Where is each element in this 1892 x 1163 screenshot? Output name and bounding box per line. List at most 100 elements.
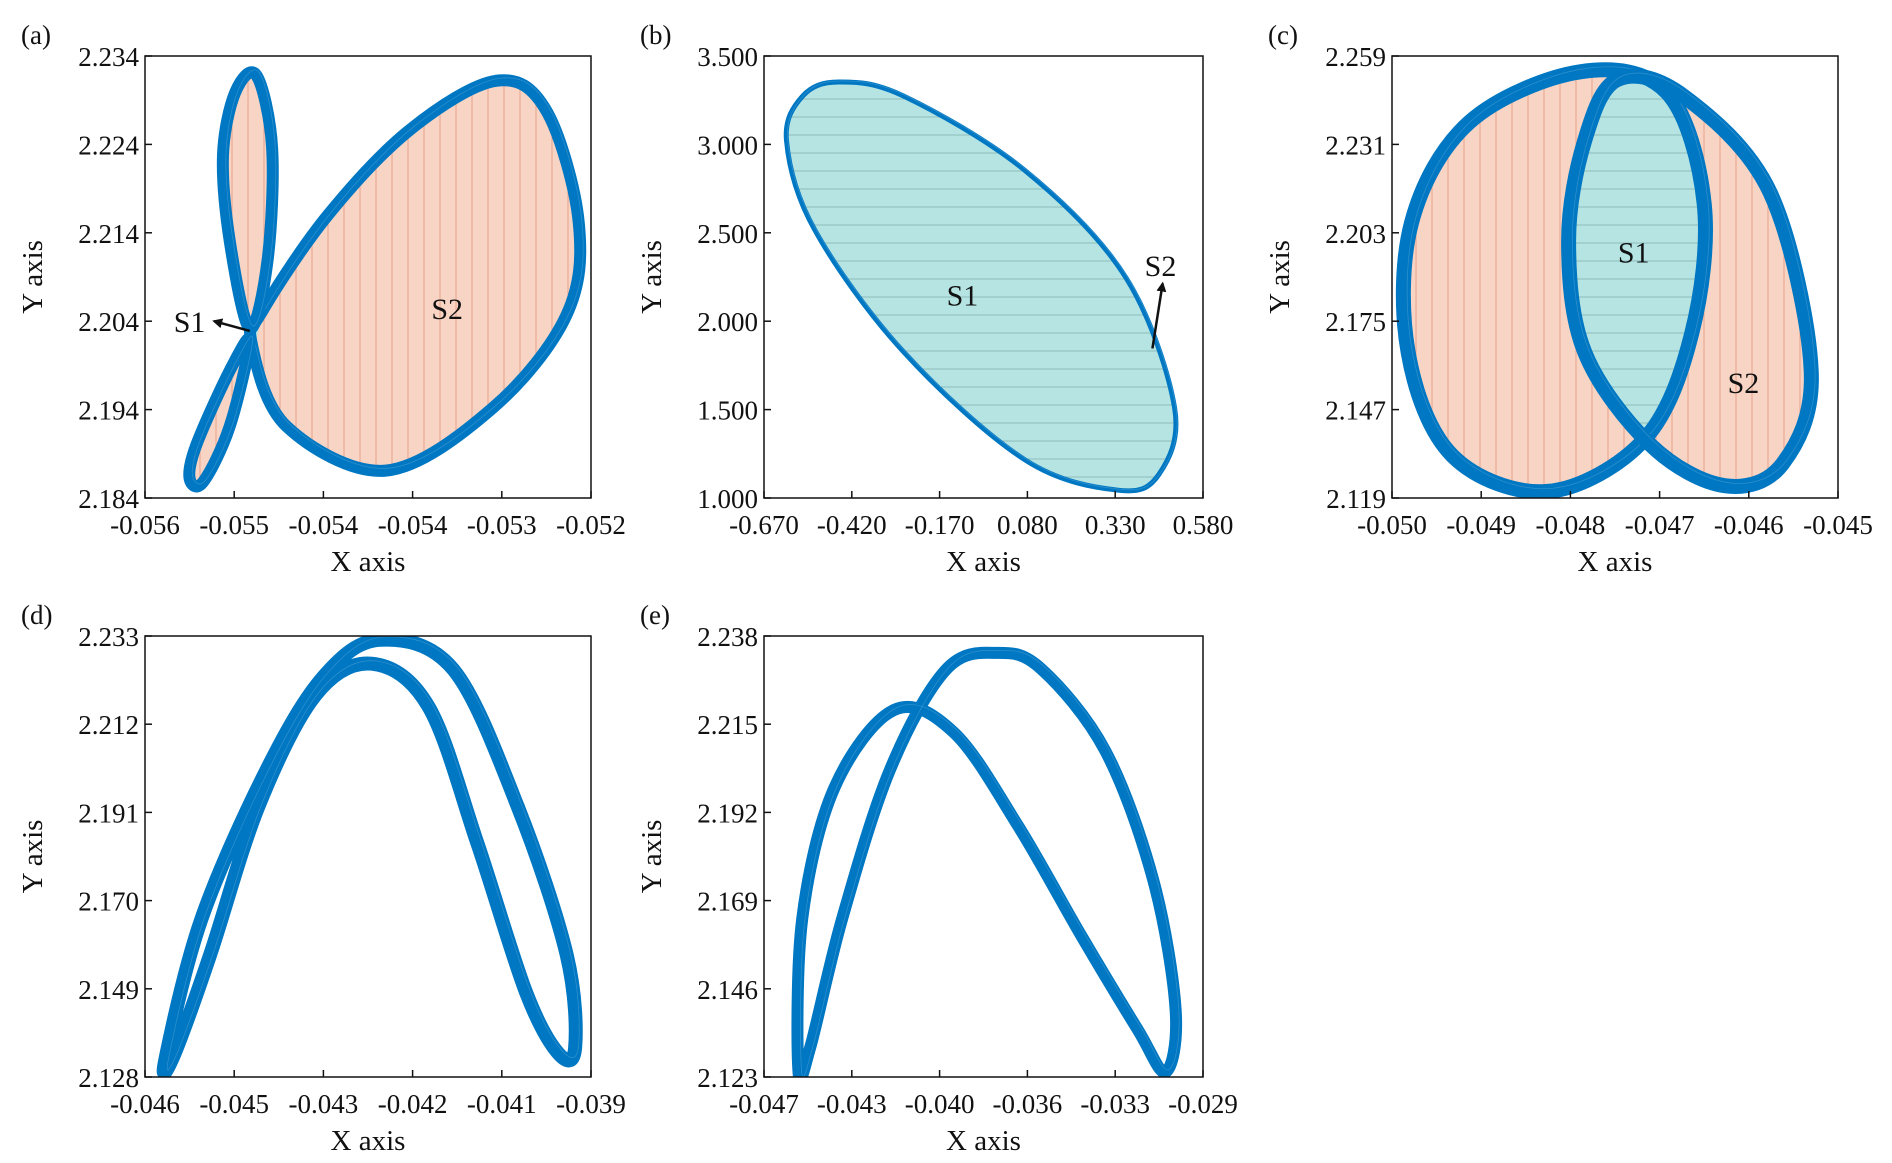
trajectory-curve bbox=[791, 646, 1183, 1077]
x-tick-label: -0.033 bbox=[1080, 1089, 1150, 1119]
y-tick-label: 2.500 bbox=[697, 219, 758, 249]
x-tick-label: 0.580 bbox=[1173, 510, 1234, 540]
annotation-label: S1 bbox=[947, 280, 979, 313]
y-axis-title: Y axis bbox=[17, 240, 49, 314]
annotation-label: S1 bbox=[174, 306, 206, 339]
y-tick-label: 2.215 bbox=[697, 710, 758, 740]
region-fill-s1 bbox=[1568, 76, 1706, 487]
annotation-label: S2 bbox=[1728, 367, 1760, 400]
x-axis-title: X axis bbox=[946, 546, 1021, 578]
y-axis-title: Y axis bbox=[636, 820, 668, 894]
y-tick-label: 2.214 bbox=[78, 219, 139, 249]
chart-panel-c: -0.050 -0.049 -0.048 -0.047 -0.046 -0.045 2.11… bbox=[1264, 20, 1873, 578]
y-tick-label: 2.149 bbox=[78, 975, 139, 1005]
region-fill-s2 bbox=[250, 80, 581, 471]
panel-label: (b) bbox=[640, 20, 671, 50]
trajectory-curve-detail bbox=[800, 649, 1180, 1077]
trajectory-curve-detail bbox=[787, 80, 1178, 491]
y-tick-label: 2.259 bbox=[1325, 42, 1386, 72]
axes-frame bbox=[144, 55, 592, 499]
region-fill-s1 bbox=[786, 81, 1176, 491]
region-fill-s2 bbox=[189, 338, 250, 487]
panel-label: (e) bbox=[640, 600, 670, 630]
x-tick-label: -0.046 bbox=[1714, 510, 1784, 540]
x-tick-label: -0.046 bbox=[110, 1089, 180, 1119]
trajectory-curve bbox=[183, 332, 256, 493]
y-axis-title: Y axis bbox=[636, 240, 668, 314]
plot-area bbox=[183, 66, 587, 493]
axes-frame bbox=[763, 635, 1204, 1078]
x-tick-label: -0.029 bbox=[1168, 1089, 1238, 1119]
annotation-label: S2 bbox=[431, 293, 463, 326]
annotation-label: S1 bbox=[1618, 237, 1650, 270]
x-axis-title: X axis bbox=[946, 1125, 1021, 1157]
y-tick-label: 2.119 bbox=[1326, 484, 1386, 514]
y-tick-label: 2.233 bbox=[78, 622, 139, 652]
y-axis-title: Y axis bbox=[17, 820, 49, 894]
x-tick-label: -0.054 bbox=[289, 510, 359, 540]
y-tick-label: 2.192 bbox=[697, 798, 758, 828]
x-axis-title: X axis bbox=[331, 546, 406, 578]
trajectory-curve-detail bbox=[252, 77, 584, 469]
x-tick-label: 0.080 bbox=[997, 510, 1058, 540]
plot-area bbox=[1395, 62, 1819, 498]
x-tick-label: -0.049 bbox=[1446, 510, 1516, 540]
x-tick-label: -0.048 bbox=[1536, 510, 1606, 540]
trajectory-curve-detail bbox=[1406, 66, 1710, 490]
y-tick-label: 2.234 bbox=[78, 42, 139, 72]
annotation-arrow bbox=[212, 318, 251, 333]
trajectory-curve-detail bbox=[225, 69, 277, 327]
x-tick-label: -0.039 bbox=[556, 1089, 626, 1119]
y-tick-label: 2.194 bbox=[78, 396, 139, 426]
x-axis-title: X axis bbox=[1578, 546, 1653, 578]
y-tick-label: 2.000 bbox=[697, 307, 758, 337]
trajectory-curve bbox=[156, 636, 583, 1077]
panel-label: (a) bbox=[21, 20, 51, 50]
trajectory-curve-detail bbox=[1571, 72, 1816, 484]
trajectory-curve bbox=[216, 66, 279, 335]
trajectory-curve bbox=[783, 79, 1179, 494]
trajectory-curve bbox=[244, 74, 587, 477]
plot-area bbox=[156, 636, 583, 1077]
x-tick-label: -0.043 bbox=[289, 1089, 359, 1119]
y-tick-label: 3.000 bbox=[697, 130, 758, 160]
y-tick-label: 2.169 bbox=[697, 887, 758, 917]
x-tick-label: -0.670 bbox=[729, 510, 799, 540]
y-tick-label: 2.231 bbox=[1325, 130, 1386, 160]
x-tick-label: -0.054 bbox=[378, 510, 448, 540]
x-tick-label: -0.050 bbox=[1357, 510, 1427, 540]
x-tick-label: -0.053 bbox=[467, 510, 537, 540]
y-tick-label: 1.500 bbox=[697, 396, 758, 426]
axes-frame bbox=[763, 55, 1204, 499]
y-tick-label: 2.184 bbox=[78, 484, 139, 514]
x-tick-label: -0.170 bbox=[905, 510, 975, 540]
y-tick-label: 2.212 bbox=[78, 710, 139, 740]
x-tick-label: -0.052 bbox=[556, 510, 626, 540]
x-tick-label: -0.047 bbox=[1625, 510, 1695, 540]
x-tick-label: -0.420 bbox=[817, 510, 887, 540]
y-tick-label: 2.191 bbox=[78, 798, 139, 828]
trajectory-curve bbox=[1561, 68, 1819, 494]
y-tick-label: 2.175 bbox=[1325, 307, 1386, 337]
x-tick-label: -0.036 bbox=[993, 1089, 1063, 1119]
y-tick-label: 3.500 bbox=[697, 42, 758, 72]
x-tick-label: -0.040 bbox=[905, 1089, 975, 1119]
y-tick-label: 2.204 bbox=[78, 307, 139, 337]
y-tick-label: 2.224 bbox=[78, 130, 139, 160]
axes-frame bbox=[144, 635, 592, 1078]
x-tick-label: -0.042 bbox=[378, 1089, 448, 1119]
x-tick-label: -0.041 bbox=[467, 1089, 537, 1119]
trajectory-curve bbox=[1395, 62, 1713, 498]
x-axis-title: X axis bbox=[331, 1125, 406, 1157]
x-tick-label: -0.043 bbox=[817, 1089, 887, 1119]
y-tick-label: 2.238 bbox=[697, 622, 758, 652]
y-tick-label: 2.203 bbox=[1325, 219, 1386, 249]
x-tick-label: -0.056 bbox=[110, 510, 180, 540]
plot-area bbox=[783, 79, 1179, 494]
x-tick-label: 0.330 bbox=[1085, 510, 1146, 540]
panel-label: (d) bbox=[21, 600, 52, 630]
trajectory-curve-detail bbox=[166, 636, 580, 1071]
chart-panel-b: -0.670 -0.420 -0.170 0.080 0.330 0.580 1.000 1.… bbox=[636, 20, 1233, 578]
chart-panel-a: -0.056 -0.055 -0.054 -0.054 -0.053 -0.052 2.18… bbox=[17, 20, 626, 578]
